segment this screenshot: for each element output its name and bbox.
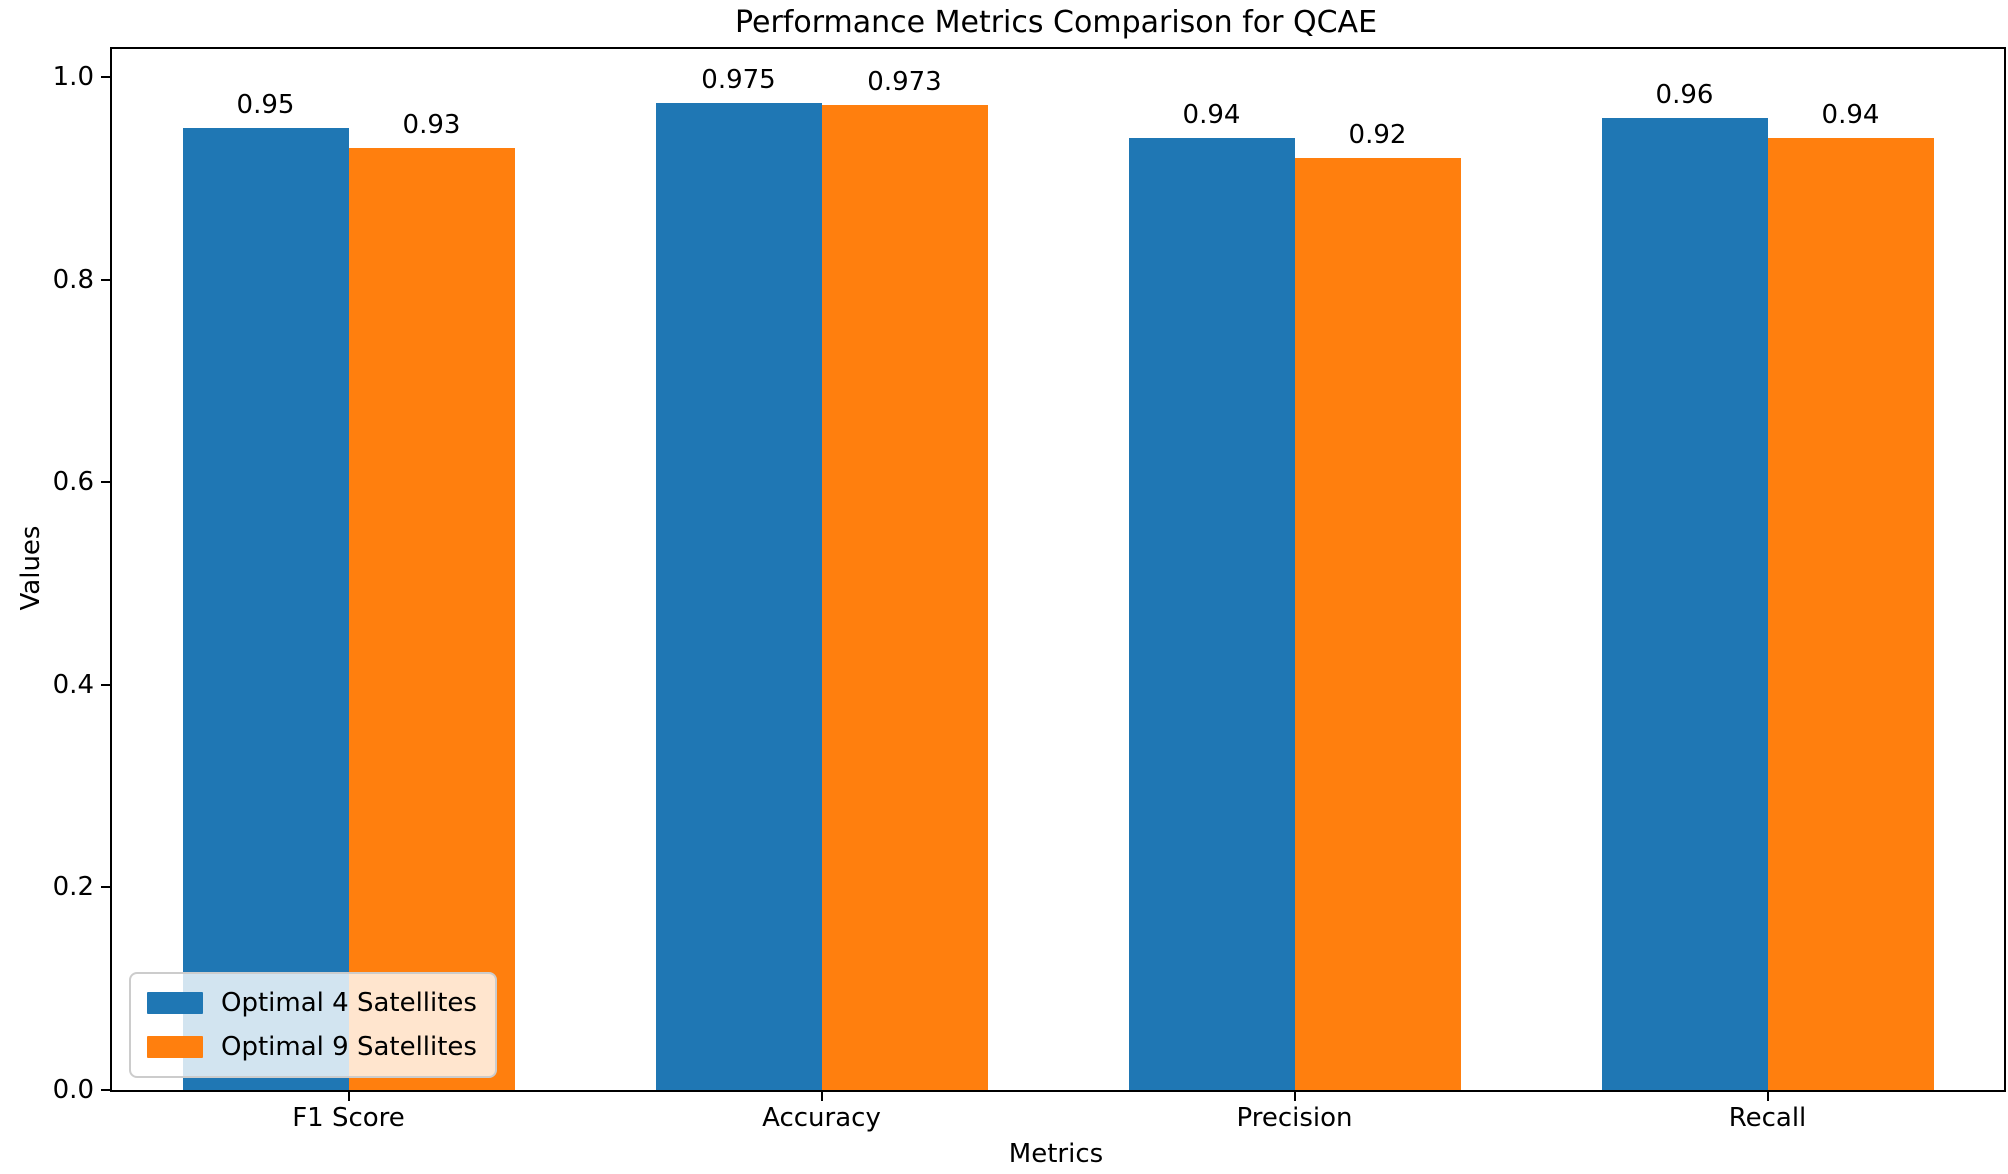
bar-value-label: 0.975 — [701, 64, 776, 95]
y-tick — [101, 481, 112, 484]
legend-item-optimal-9: Optimal 9 Satellites — [147, 1030, 477, 1064]
x-axis-label: Metrics — [1008, 1139, 1104, 1169]
bar-value-label: 0.94 — [1821, 100, 1880, 131]
bar-series2-accuracy — [821, 104, 988, 1090]
bar-series2-f1-score — [348, 148, 515, 1090]
bar-series2-recall — [1767, 138, 1934, 1090]
chart-title: Performance Metrics Comparison for QCAE — [734, 5, 1378, 40]
legend-label-optimal-9: Optimal 9 Satellites — [221, 1032, 477, 1062]
x-tick-label: Accuracy — [762, 1103, 881, 1133]
y-tick-label: 0.8 — [52, 264, 94, 295]
y-tick-label: 0.6 — [52, 467, 94, 498]
legend: Optimal 4 Satellites Optimal 9 Satellite… — [129, 972, 497, 1078]
x-tick-label: Recall — [1728, 1103, 1807, 1133]
y-tick-label: 0.2 — [52, 872, 94, 903]
x-tick — [347, 1090, 350, 1101]
y-tick — [101, 278, 112, 281]
plot-area: 0.95 0.975 0.94 0.96 0.93 0.973 0.92 0.94 0.0 0.… — [53, 47, 2006, 1133]
y-tick — [101, 886, 112, 889]
bar-value-label: 0.95 — [236, 89, 295, 120]
bar-series1-precision — [1128, 138, 1295, 1090]
legend-swatch-optimal-4-icon — [147, 992, 203, 1014]
y-tick — [101, 1089, 112, 1091]
bar-value-label: 0.973 — [867, 66, 942, 97]
bar-series1-recall — [1601, 117, 1768, 1090]
y-tick — [101, 76, 112, 79]
x-tick — [820, 1090, 823, 1101]
x-tick — [1766, 1090, 1769, 1101]
x-tick — [1293, 1090, 1296, 1101]
y-tick-label: 0.0 — [52, 1075, 94, 1105]
y-tick-label: 0.4 — [52, 669, 94, 700]
x-tick-label: F1 Score — [292, 1103, 405, 1133]
y-tick — [101, 683, 112, 686]
y-tick-label: 1.0 — [52, 62, 94, 93]
bar-value-label: 0.94 — [1182, 100, 1241, 131]
legend-label-optimal-4: Optimal 4 Satellites — [221, 988, 477, 1018]
legend-swatch-optimal-9-icon — [147, 1036, 203, 1058]
bar-series2-precision — [1294, 158, 1461, 1090]
bar-value-label: 0.96 — [1655, 79, 1714, 110]
legend-item-optimal-4: Optimal 4 Satellites — [147, 986, 477, 1020]
bar-series1-accuracy — [655, 102, 822, 1090]
bar-series1-f1-score — [182, 128, 349, 1090]
bar-value-label: 0.93 — [402, 110, 461, 141]
bar-value-label: 0.92 — [1348, 120, 1407, 151]
x-tick-label: Precision — [1236, 1103, 1353, 1133]
